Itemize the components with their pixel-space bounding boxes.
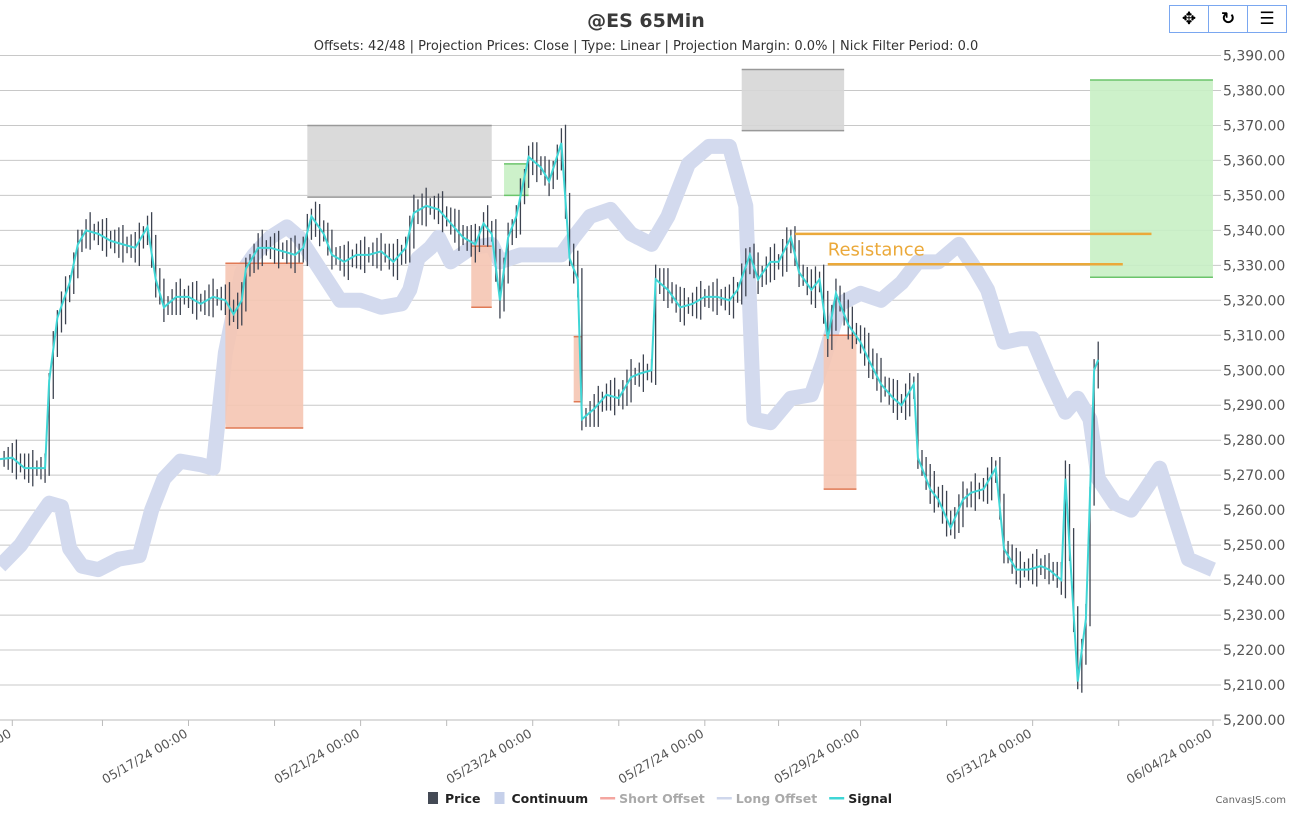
x-tick-label: 06/04/24 00:00 xyxy=(1124,726,1215,787)
y-tick-label: 5,200.00 xyxy=(1223,713,1285,729)
long-zone xyxy=(1090,79,1213,278)
y-tick-label: 5,300.00 xyxy=(1223,363,1285,379)
y-tick-label: 5,230.00 xyxy=(1223,608,1285,624)
reset-button[interactable]: ↻ xyxy=(1209,6,1248,32)
y-tick-label: 5,350.00 xyxy=(1223,188,1285,204)
y-tick-label: 5,390.00 xyxy=(1223,48,1285,64)
signal-line xyxy=(0,142,1100,682)
projection-zone xyxy=(307,125,492,198)
y-tick-label: 5,360.00 xyxy=(1223,153,1285,169)
y-tick-label: 5,280.00 xyxy=(1223,433,1285,449)
y-tick-label: 5,370.00 xyxy=(1223,118,1285,134)
legend-item-long-offset[interactable]: Long Offset xyxy=(736,791,817,806)
projection-zone xyxy=(741,69,845,131)
x-tick-label: 05/17/24 00:00 xyxy=(99,726,190,787)
legend-marker xyxy=(600,797,616,800)
y-tick-label: 5,210.00 xyxy=(1223,678,1285,694)
x-tick-label: 05/31/24 00:00 xyxy=(943,726,1034,787)
short-zone xyxy=(225,263,304,428)
legend-item-signal[interactable]: Signal xyxy=(848,791,892,806)
y-tick-label: 5,270.00 xyxy=(1223,468,1285,484)
short-zone xyxy=(823,335,857,490)
resistance-label: Resistance xyxy=(828,239,925,260)
legend-marker xyxy=(428,792,438,804)
legend-marker xyxy=(716,797,732,800)
y-tick-label: 5,380.00 xyxy=(1223,83,1285,99)
legend-item-continuum[interactable]: Continuum xyxy=(512,791,589,806)
x-tick-label: 05/21/24 00:00 xyxy=(271,726,362,787)
short-zone xyxy=(471,246,492,308)
x-tick-label: 05/15/24 00:00 xyxy=(0,726,14,787)
y-tick-label: 5,290.00 xyxy=(1223,398,1285,414)
legend-item-short-offset[interactable]: Short Offset xyxy=(619,791,705,806)
pan-button[interactable]: ✥ xyxy=(1170,6,1209,32)
y-tick-label: 5,260.00 xyxy=(1223,503,1285,519)
short-zone xyxy=(573,336,582,402)
y-tick-label: 5,310.00 xyxy=(1223,328,1285,344)
legend-marker xyxy=(494,792,505,804)
x-tick-label: 05/29/24 00:00 xyxy=(771,726,862,787)
y-tick-label: 5,250.00 xyxy=(1223,538,1285,554)
y-tick-label: 5,220.00 xyxy=(1223,643,1285,659)
x-tick-label: 05/23/24 00:00 xyxy=(443,726,534,787)
chart-subtitle: Offsets: 42/48 | Projection Prices: Clos… xyxy=(313,39,979,54)
chart-toolbar: ✥ ↻ ☰ xyxy=(1169,5,1287,33)
canvasjs-credit[interactable]: CanvasJS.com xyxy=(1215,795,1286,806)
menu-button[interactable]: ☰ xyxy=(1259,9,1275,29)
y-tick-label: 5,240.00 xyxy=(1223,573,1285,589)
y-tick-label: 5,330.00 xyxy=(1223,258,1285,274)
chart-title: @ES 65Min xyxy=(587,10,705,32)
continuum-band xyxy=(0,138,1216,578)
legend-item-price[interactable]: Price xyxy=(445,791,481,806)
x-tick-label: 05/27/24 00:00 xyxy=(616,726,707,787)
y-tick-label: 5,340.00 xyxy=(1223,223,1285,239)
y-tick-label: 5,320.00 xyxy=(1223,293,1285,309)
legend-marker xyxy=(829,797,845,800)
